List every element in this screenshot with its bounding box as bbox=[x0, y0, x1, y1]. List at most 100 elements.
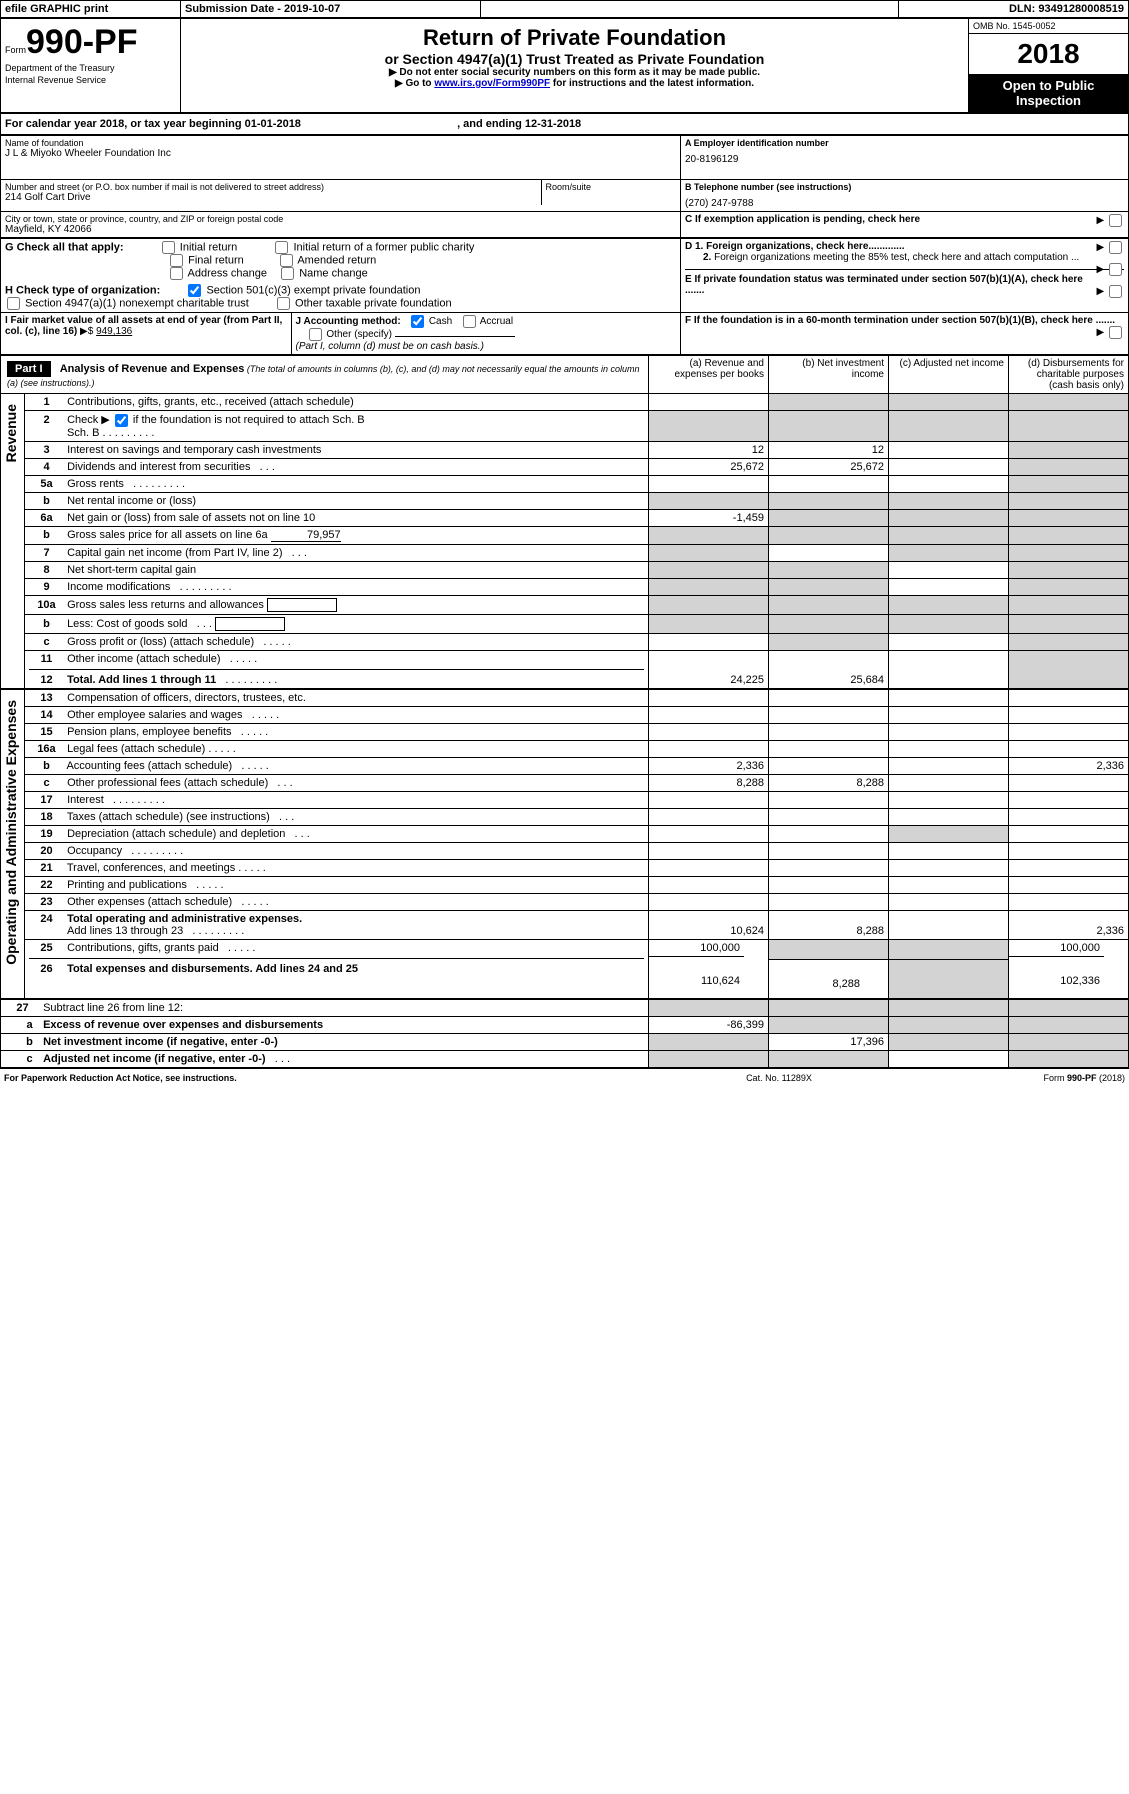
row-25-d: 100,000 bbox=[1009, 940, 1104, 957]
row-24-text2: Add lines 13 through 23 bbox=[29, 925, 183, 937]
footer-left: For Paperwork Reduction Act Notice, see … bbox=[0, 1071, 629, 1085]
schb-checkbox[interactable] bbox=[115, 414, 128, 427]
row-4-b: 25,672 bbox=[769, 458, 889, 475]
row-24-text: Total operating and administrative expen… bbox=[67, 913, 302, 925]
initial-return-checkbox[interactable] bbox=[162, 241, 175, 254]
row-25-num: 25 bbox=[29, 942, 64, 954]
j1-label: Cash bbox=[429, 316, 452, 327]
form-title: Return of Private Foundation bbox=[187, 25, 962, 51]
dots-r11: . . . . . bbox=[230, 653, 258, 665]
dots-r20: . . . . . . . . . bbox=[131, 845, 183, 857]
row-5a-text: Gross rents bbox=[67, 478, 124, 490]
dots-r22: . . . . . bbox=[196, 879, 224, 891]
dots-r24: . . . . . . . . . bbox=[192, 925, 244, 937]
part-i-label: Part I bbox=[7, 361, 51, 377]
dots-r16a: . . . . . bbox=[208, 743, 236, 755]
row-16c-text: Other professional fees (attach schedule… bbox=[67, 777, 268, 789]
row-26-text: Total expenses and disbursements. Add li… bbox=[67, 963, 358, 975]
col-b-header: (b) Net investment income bbox=[769, 356, 889, 394]
dots-r19: . . . bbox=[295, 828, 310, 840]
row-27-num: 27 bbox=[5, 1002, 40, 1014]
year-cell: OMB No. 1545-0052 2018 Open to Public In… bbox=[969, 19, 1129, 113]
section-501c3-checkbox[interactable] bbox=[188, 284, 201, 297]
cal-end: 12-31-2018 bbox=[525, 118, 581, 130]
open-inspection: Open to Public Inspection bbox=[969, 74, 1128, 112]
spacer bbox=[481, 1, 899, 18]
form-number: 990-PF bbox=[26, 23, 138, 61]
row-13-num: 13 bbox=[29, 692, 64, 704]
row-7-text: Capital gain net income (from Part IV, l… bbox=[67, 547, 282, 559]
part-i-title: Analysis of Revenue and Expenses bbox=[60, 363, 245, 375]
dots-r14: . . . . . bbox=[252, 709, 280, 721]
dots-r9: . . . . . . . . . bbox=[180, 581, 232, 593]
row-10b-text: Less: Cost of goods sold bbox=[67, 618, 187, 630]
d2-label: Foreign organizations meeting the 85% te… bbox=[714, 252, 1079, 263]
name-change-checkbox[interactable] bbox=[281, 267, 294, 280]
room-label: Room/suite bbox=[541, 180, 680, 205]
row-16a-num: 16a bbox=[29, 743, 64, 755]
status-terminated-checkbox[interactable] bbox=[1109, 285, 1122, 298]
foreign-org-checkbox[interactable] bbox=[1109, 241, 1122, 254]
row-12-a: 24,225 bbox=[649, 650, 769, 689]
d2a-label: 2. bbox=[703, 252, 714, 263]
final-return-checkbox[interactable] bbox=[170, 254, 183, 267]
row-27a-a: -86,399 bbox=[649, 1016, 769, 1033]
row-2-num: 2 bbox=[29, 414, 64, 426]
row-16b-text: Accounting fees (attach schedule) bbox=[66, 760, 232, 772]
address-change-checkbox[interactable] bbox=[170, 267, 183, 280]
row-14-num: 14 bbox=[29, 709, 64, 721]
row-16b-num: b bbox=[29, 760, 64, 772]
row-25-text: Contributions, gifts, grants paid bbox=[67, 942, 219, 954]
i-val-pre: ▶$ bbox=[80, 326, 96, 337]
h3-label: Other taxable private foundation bbox=[295, 297, 452, 309]
accrual-checkbox[interactable] bbox=[463, 315, 476, 328]
dots-r16b: . . . . . bbox=[241, 760, 269, 772]
60-month-checkbox[interactable] bbox=[1109, 326, 1122, 339]
row-27-text: Subtract line 26 from line 12: bbox=[43, 1002, 183, 1014]
row-8-text: Net short-term capital gain bbox=[67, 564, 196, 576]
irs-label: Internal Revenue Service bbox=[5, 75, 106, 85]
row-17-text: Interest bbox=[67, 794, 104, 806]
row-24-num: 24 bbox=[29, 913, 64, 925]
dots-r5a: . . . . . . . . . bbox=[133, 478, 185, 490]
foundation-name: J L & Miyoko Wheeler Foundation Inc bbox=[5, 148, 676, 159]
row-12-text: Total. Add lines 1 through 11 bbox=[67, 674, 216, 686]
row-6a-text: Net gain or (loss) from sale of assets n… bbox=[67, 512, 315, 524]
row-11-num: 11 bbox=[29, 653, 64, 665]
row-22-text: Printing and publications bbox=[67, 879, 187, 891]
row-6a-num: 6a bbox=[29, 512, 64, 524]
col-a-header: (a) Revenue and expenses per books bbox=[649, 356, 769, 394]
row-10b-num: b bbox=[29, 618, 64, 630]
row-26-num: 26 bbox=[29, 963, 64, 975]
address-label: Number and street (or P.O. box number if… bbox=[5, 182, 537, 192]
title-cell: Return of Private Foundation or Section … bbox=[181, 19, 969, 113]
other-taxable-checkbox[interactable] bbox=[277, 297, 290, 310]
dots-r17: . . . . . . . . . bbox=[113, 794, 165, 806]
dots-r16c: . . . bbox=[277, 777, 292, 789]
f-label: F If the foundation is in a 60-month ter… bbox=[685, 315, 1115, 326]
row-16b-d: 2,336 bbox=[1009, 757, 1129, 774]
ein-label: A Employer identification number bbox=[685, 138, 1124, 148]
other-checkbox[interactable] bbox=[309, 328, 322, 341]
section-4947-checkbox[interactable] bbox=[7, 297, 20, 310]
row-8-num: 8 bbox=[29, 564, 64, 576]
e-label: E If private foundation status was termi… bbox=[685, 274, 1083, 296]
cal-begin: 01-01-2018 bbox=[245, 118, 301, 130]
row-16a-text: Legal fees (attach schedule) bbox=[67, 743, 205, 755]
row-24-a: 10,624 bbox=[649, 910, 769, 939]
irs-link[interactable]: www.irs.gov/Form990PF bbox=[434, 78, 550, 89]
fmv-value: 949,136 bbox=[96, 326, 132, 337]
row-5b-text: Net rental income or (loss) bbox=[67, 495, 196, 507]
cash-checkbox[interactable] bbox=[411, 315, 424, 328]
foreign-85-checkbox[interactable] bbox=[1109, 263, 1122, 276]
exemption-pending-checkbox[interactable] bbox=[1109, 214, 1122, 227]
row-26-a: 110,624 bbox=[649, 957, 744, 989]
dots-r21: . . . . . bbox=[238, 862, 266, 874]
row-16b-a: 2,336 bbox=[649, 757, 769, 774]
initial-former-checkbox[interactable] bbox=[275, 241, 288, 254]
row-13-text: Compensation of officers, directors, tru… bbox=[67, 692, 306, 704]
row-15-num: 15 bbox=[29, 726, 64, 738]
row-24-d: 2,336 bbox=[1009, 910, 1129, 939]
form-subtitle: or Section 4947(a)(1) Trust Treated as P… bbox=[187, 51, 962, 67]
amended-return-checkbox[interactable] bbox=[280, 254, 293, 267]
